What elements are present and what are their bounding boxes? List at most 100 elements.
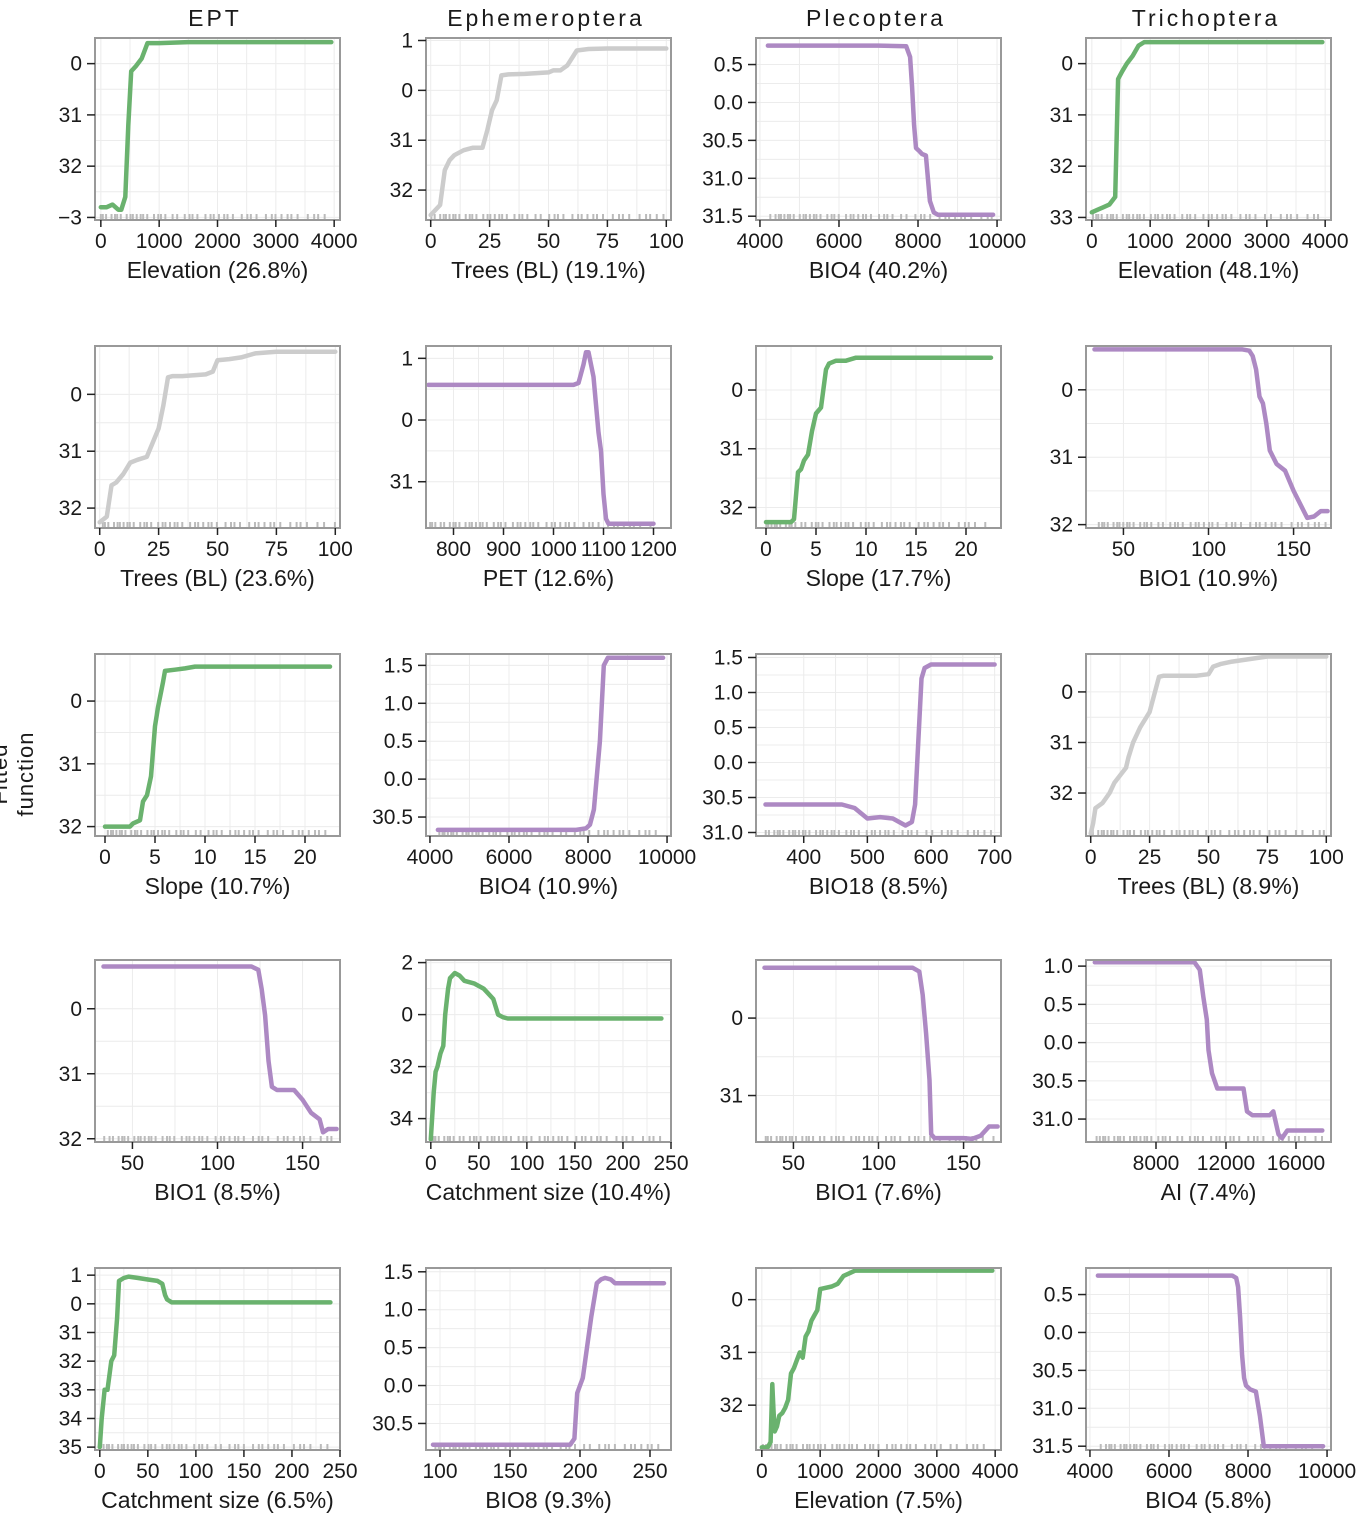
y-tick-label: 33 — [1050, 206, 1073, 229]
x-axis-label: Trees (BL) (19.1%) — [451, 257, 646, 283]
panel-frame — [1085, 959, 1332, 1143]
panel-10: 400 500 600 700 1.5 1.0 0.5 0.0 30.5 31.0 BIO18 (8… — [702, 647, 1012, 900]
fitted-line — [762, 965, 1000, 1142]
y-tick-label: 32 — [1050, 514, 1073, 537]
y-tick-label: 31 — [59, 440, 82, 463]
y-tick-label: 0 — [70, 998, 82, 1021]
y-tick-label: 32 — [390, 179, 413, 202]
x-tick-label: 150 — [946, 1152, 981, 1175]
y-tick-label: 31.5 — [702, 205, 743, 228]
y-tick-label: 30.5 — [702, 129, 743, 152]
panel-frame — [1085, 1267, 1332, 1451]
x-tick-label: 8000 — [1225, 1460, 1272, 1483]
x-tick-label: 250 — [632, 1460, 667, 1483]
x-tick-label: 100 — [200, 1152, 235, 1175]
panel-18: 0 1000 2000 3000 4000 0 31 32 Elevation (7.5%) — [720, 1267, 1019, 1513]
y-tick-label: 31.0 — [702, 167, 743, 190]
x-tick-label: 200 — [605, 1152, 640, 1175]
y-tick-label: 0.5 — [384, 730, 413, 753]
fitted-line — [765, 43, 996, 217]
panel-8: 0 5 10 15 20 0 31 32 Slope (10.7%) — [59, 653, 341, 899]
y-tick-label: 1.5 — [714, 647, 743, 670]
panel-19: 4000 6000 8000 10000 0.5 0.0 30.5 31.0 31.5 BIO4 … — [1032, 1267, 1356, 1513]
y-tick-label: 0.0 — [384, 768, 413, 791]
x-tick-label: 75 — [265, 538, 288, 561]
x-tick-label: 700 — [977, 846, 1012, 869]
x-tick-label: 100 — [1191, 538, 1226, 561]
x-tick-label: 500 — [850, 846, 885, 869]
x-tick-label: 1100 — [581, 538, 626, 561]
x-tick-label: 1000 — [530, 538, 577, 561]
x-axis-label: Catchment size (6.5%) — [101, 1487, 334, 1513]
y-tick-label: 0.0 — [384, 1375, 413, 1398]
fitted-line — [102, 664, 333, 829]
y-tick-label: 1.0 — [384, 1299, 413, 1322]
x-tick-label: 8000 — [895, 230, 942, 253]
fitted-line — [426, 349, 656, 526]
panel-frame — [755, 37, 1002, 221]
x-tick-label: 100 — [178, 1460, 213, 1483]
x-tick-label: 10000 — [1298, 1460, 1356, 1483]
x-tick-label: 15 — [904, 538, 927, 561]
x-tick-label: 25 — [147, 538, 170, 561]
y-tick-label: −3 — [58, 206, 82, 229]
column-title-plecoptera: Plecoptera — [806, 5, 946, 31]
fitted-line — [1095, 1273, 1326, 1449]
y-tick-label: 31 — [59, 1321, 82, 1344]
panel-13: 0 50 100 150 200 250 2 0 32 34 Catchment size (10.… — [390, 952, 689, 1205]
y-tick-label: 0 — [1061, 379, 1073, 402]
panel-frame — [425, 1267, 672, 1451]
y-tick-label: 0.0 — [714, 91, 743, 114]
x-tick-label: 4000 — [972, 1460, 1019, 1483]
y-tick-label: 32 — [59, 1128, 82, 1151]
y-tick-label: 31.0 — [1032, 1397, 1073, 1420]
x-tick-label: 250 — [322, 1460, 357, 1483]
fitted-line — [98, 39, 334, 212]
x-tick-label: 10 — [193, 846, 216, 869]
x-tick-label: 2000 — [855, 1460, 902, 1483]
x-tick-label: 6000 — [486, 846, 533, 869]
x-tick-label: 3000 — [913, 1460, 960, 1483]
x-tick-label: 4000 — [737, 230, 784, 253]
x-tick-label: 50 — [121, 1152, 144, 1175]
panel-frame — [94, 653, 341, 837]
fitted-line — [763, 662, 997, 828]
panel-6: 0 5 10 15 20 0 31 32 Slope (17.7%) — [720, 345, 1002, 591]
x-tick-label: 0 — [756, 1460, 768, 1483]
x-tick-label: 0 — [95, 230, 107, 253]
y-tick-label: 31 — [59, 104, 82, 127]
y-tick-label: 32 — [720, 496, 743, 519]
y-tick-label: 31.5 — [1032, 1435, 1073, 1458]
x-tick-label: 50 — [1197, 846, 1220, 869]
y-tick-label: 30.5 — [1032, 1359, 1073, 1382]
x-axis-label: BIO1 (10.9%) — [1139, 565, 1278, 591]
x-tick-label: 0 — [1085, 846, 1097, 869]
y-tick-label: 0.5 — [384, 1337, 413, 1360]
x-tick-label: 8000 — [1133, 1152, 1180, 1175]
y-tick-label: 0.5 — [1044, 993, 1073, 1016]
column-title-trichoptera: Trichoptera — [1131, 5, 1281, 31]
x-tick-label: 1200 — [630, 538, 677, 561]
x-tick-label: 150 — [1276, 538, 1311, 561]
y-tick-label: 0 — [401, 409, 413, 432]
x-tick-label: 100 — [1309, 846, 1344, 869]
x-axis-label: Elevation (26.8%) — [127, 257, 309, 283]
y-tick-label: 32 — [720, 1394, 743, 1417]
y-tick-label: 30.5 — [372, 806, 413, 829]
x-tick-label: 0 — [94, 1460, 106, 1483]
panel-frame — [755, 653, 1002, 837]
x-tick-label: 150 — [285, 1152, 320, 1175]
x-axis-label: BIO8 (9.3%) — [485, 1487, 612, 1513]
x-tick-label: 4000 — [1302, 230, 1349, 253]
panel-5: 800 900 1000 1100 1200 1 0 31 PET (12.6%) — [390, 345, 677, 591]
y-tick-label: 31 — [720, 1085, 743, 1108]
y-tick-label: 0 — [401, 79, 413, 102]
x-tick-label: 50 — [136, 1460, 159, 1483]
x-tick-label: 600 — [913, 846, 948, 869]
fitted-line — [430, 1275, 667, 1447]
fitted-line — [97, 1274, 333, 1450]
column-title-ephemeroptera: Ephemeroptera — [447, 5, 645, 31]
panel-12: 50 100 150 0 31 32 BIO1 (8.5%) — [59, 959, 341, 1205]
panel-2: 4000 6000 8000 10000 0.5 0.0 30.5 31.0 31.5 BIO4 … — [702, 37, 1026, 283]
x-tick-label: 5 — [810, 538, 822, 561]
